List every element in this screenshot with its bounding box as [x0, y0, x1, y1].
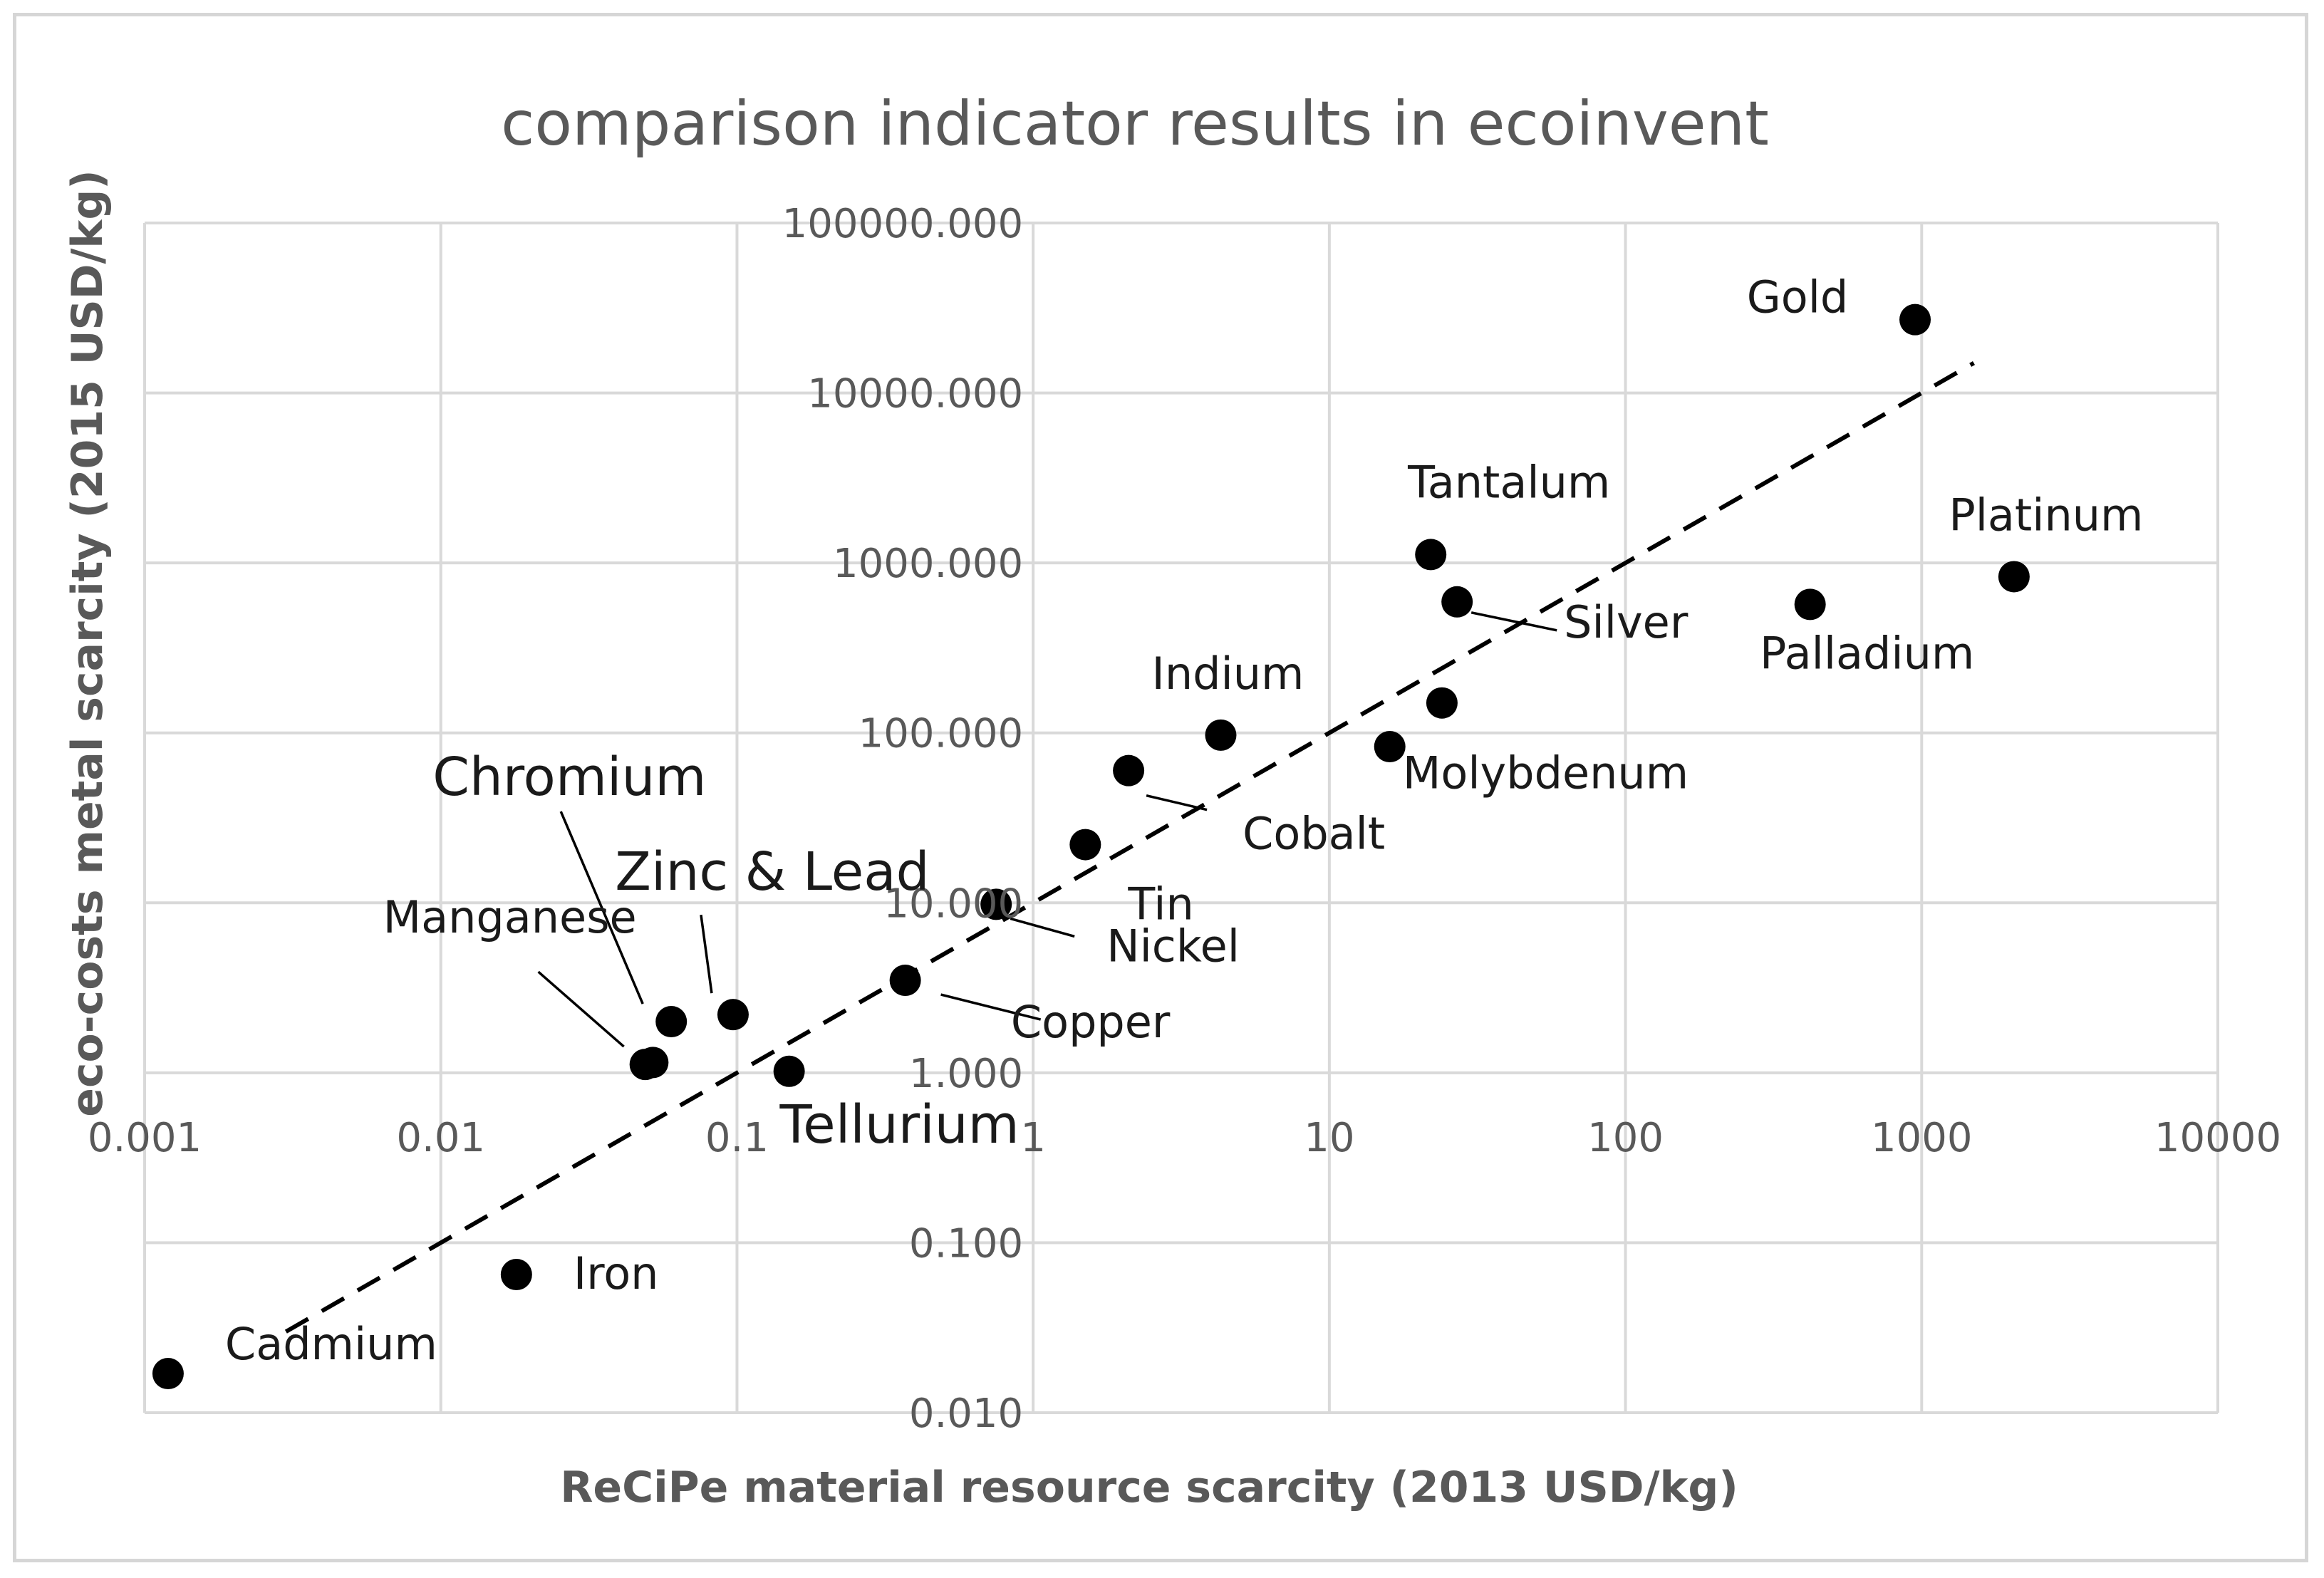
point-label: Palladium	[1760, 627, 1974, 679]
trendline-group	[284, 360, 1975, 1334]
data-point	[1426, 687, 1458, 719]
leader-line	[559, 811, 644, 1005]
data-point	[1113, 754, 1145, 787]
point-label: Tantalum	[1407, 456, 1610, 508]
leader-line	[1470, 611, 1557, 632]
point-label: Molybdenum	[1403, 747, 1688, 799]
data-point	[1899, 303, 1931, 336]
x-tick-label: 1	[1020, 1115, 1046, 1161]
point-label: Cadmium	[225, 1318, 437, 1370]
point-label: Chromium	[432, 747, 706, 808]
data-point	[889, 965, 921, 997]
leader-line	[940, 993, 1042, 1021]
y-tick-label: 0.010	[909, 1391, 1023, 1437]
y-tick-label: 0.100	[909, 1220, 1023, 1267]
y-tick-label: 10.000	[883, 881, 1023, 927]
point-label: Iron	[574, 1247, 659, 1299]
point-label: Silver	[1564, 596, 1688, 648]
data-point	[655, 1006, 688, 1038]
leader-line	[700, 914, 713, 994]
gridlines	[143, 222, 2219, 1414]
x-axis-title: ReCiPe material resource scarcity (2013 …	[560, 1463, 1738, 1512]
data-point	[1794, 588, 1826, 621]
chart-title: comparison indicator results in ecoinven…	[501, 88, 1769, 160]
point-label: Platinum	[1949, 489, 2143, 541]
x-tick-label: 10	[1304, 1115, 1354, 1161]
point-labels: Gold Platinum Palladium Tantalum Silver Molyb…	[225, 271, 2144, 1370]
y-axis-title: eco-costs metal scarcity (2015 USD/kg)	[63, 170, 113, 1116]
data-point	[500, 1259, 532, 1291]
leader-line	[537, 970, 625, 1048]
y-tick-labels: 0.010 0.100 1.000 10.000 100.000 1000.000 1000…	[782, 201, 1023, 1437]
point-label: Tellurium	[779, 1094, 1020, 1156]
x-tick-label: 1000	[1871, 1115, 1973, 1161]
x-tick-label: 0.01	[396, 1115, 485, 1161]
data-point	[773, 1055, 805, 1087]
data-point	[1069, 829, 1101, 861]
data-point	[717, 999, 749, 1031]
y-tick-label: 100000.000	[782, 201, 1023, 247]
point-label: Cobalt	[1243, 808, 1385, 860]
data-point	[152, 1358, 184, 1390]
y-tick-label: 100.000	[858, 711, 1024, 757]
chart-frame: 0.001 0.01 0.1 1 10 100 1000 10000 0.010 0.100 1.…	[13, 13, 2308, 1562]
y-tick-label: 1.000	[909, 1051, 1023, 1097]
data-points	[152, 303, 2030, 1390]
point-label: Tin	[1127, 878, 1194, 930]
y-tick-label: 1000.000	[833, 541, 1023, 587]
data-point	[1441, 586, 1473, 618]
data-point	[1374, 731, 1406, 763]
data-point	[980, 888, 1012, 920]
data-point	[637, 1047, 669, 1079]
point-label: Copper	[1011, 996, 1171, 1048]
data-point	[1415, 539, 1447, 571]
point-label: Nickel	[1106, 920, 1240, 972]
data-point	[1205, 719, 1237, 751]
scatter-chart: 0.001 0.01 0.1 1 10 100 1000 10000 0.010 0.100 1.…	[63, 88, 2281, 1512]
point-label: Indium	[1152, 648, 1304, 700]
leader-line	[1010, 917, 1075, 938]
x-tick-label: 0.1	[705, 1115, 769, 1161]
leader-line	[1146, 794, 1208, 811]
x-tick-label: 10000	[2154, 1115, 2281, 1161]
leader-lines	[537, 611, 1557, 1048]
x-tick-labels: 0.001 0.01 0.1 1 10 100 1000 10000	[88, 1115, 2281, 1161]
x-tick-label: 100	[1587, 1115, 1664, 1161]
x-tick-label: 0.001	[88, 1115, 202, 1161]
point-label: Zinc & Lead	[615, 841, 929, 903]
point-label: Gold	[1747, 271, 1849, 323]
y-tick-label: 10000.000	[807, 371, 1023, 417]
data-point	[1998, 561, 2030, 593]
trendline	[284, 360, 1975, 1334]
point-label: Manganese	[383, 891, 637, 943]
